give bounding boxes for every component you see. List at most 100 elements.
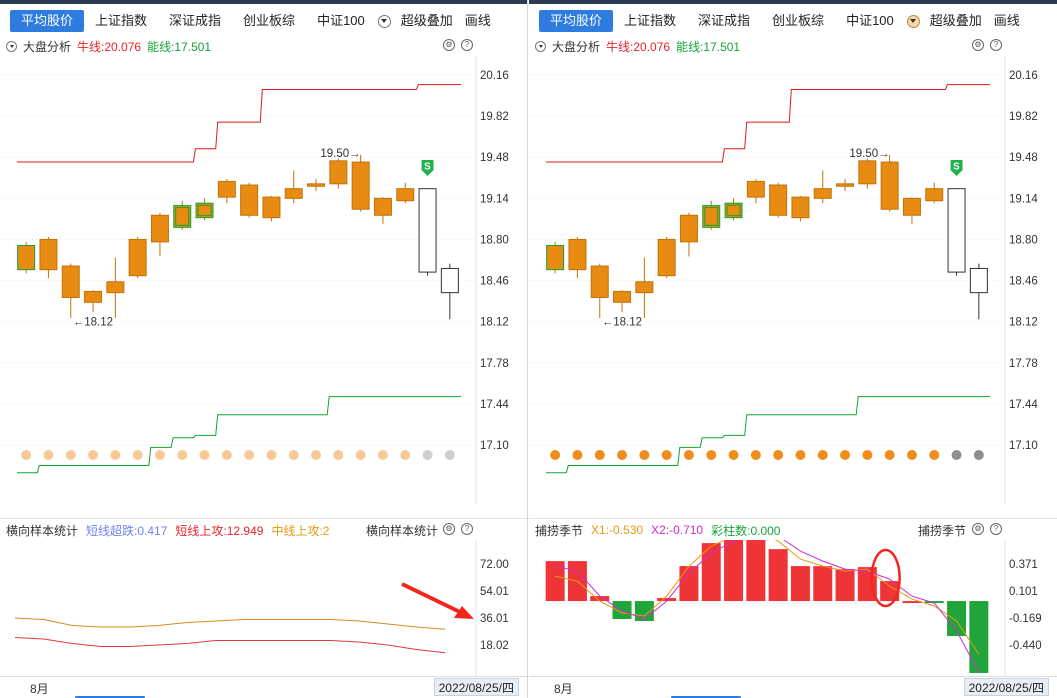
status-dot [706, 450, 717, 460]
dropdown-icon[interactable] [6, 40, 17, 52]
status-dot [862, 450, 873, 460]
tab-shenzhen-index[interactable]: 深证成指 [698, 13, 751, 28]
chevron-down-icon[interactable] [377, 14, 391, 28]
status-dot [572, 450, 583, 460]
status-dot [177, 450, 188, 460]
candle-body [813, 188, 832, 199]
sample-statistics-chart[interactable]: 72.00 54.01 36.01 18.02 [0, 540, 528, 676]
y-tick-label: 17.78 [1009, 358, 1038, 370]
candle-body [39, 238, 58, 271]
histogram-bar [679, 566, 699, 602]
candle-body [858, 160, 877, 185]
signal-marker-icon [950, 160, 963, 172]
scroll-thumb[interactable] [75, 696, 145, 698]
help-icon[interactable]: ? [461, 39, 473, 51]
month-label: 8月 [30, 682, 49, 696]
settings-icon[interactable]: ⚙ [443, 523, 455, 535]
highlight-circle [870, 548, 901, 608]
candle-body [746, 180, 765, 198]
energy-line [17, 396, 461, 474]
high-annotation: 19.50→ [849, 148, 889, 160]
annotation-arrow [401, 582, 463, 615]
histogram-bar [880, 581, 900, 602]
y-tick-label: 0.371 [1009, 559, 1038, 571]
candle-body [440, 267, 459, 294]
bull-line [546, 84, 990, 163]
dropdown-icon[interactable] [535, 40, 546, 52]
status-dot [661, 450, 672, 460]
candlestick-chart[interactable]: 20.16 19.82 19.48 19.14 18.80 18.46 18.12 17.78… [0, 56, 528, 504]
tab-csi100[interactable]: 中证100 [846, 13, 894, 28]
series-line-1 [14, 637, 446, 654]
status-dot [400, 450, 411, 460]
candle-body [969, 267, 988, 294]
status-dot [311, 450, 322, 460]
x2-value: X2:-0.710 [651, 523, 704, 537]
x1-line [554, 540, 980, 655]
tab-draw-line[interactable]: 画线 [464, 13, 491, 28]
candle-signal-box [704, 207, 719, 226]
energy-line-value: 能线:17.501 [676, 39, 741, 54]
scroll-thumb[interactable] [671, 696, 741, 698]
histogram-bar [969, 601, 989, 673]
y-tick-label: 36.01 [480, 613, 509, 625]
settings-icon[interactable]: ⚙ [972, 39, 984, 51]
y-tick-label: 18.46 [480, 276, 509, 288]
tab-shanghai-index[interactable]: 上证指数 [95, 13, 148, 28]
y-tick-label: 18.80 [1009, 234, 1038, 246]
indicator-name[interactable]: 大盘分析 [23, 39, 72, 54]
tab-shenzhen-index[interactable]: 深证成指 [169, 13, 222, 28]
tab-average-price[interactable]: 平均股价 [10, 10, 85, 32]
indicator-name[interactable]: 横向样本统计 [6, 523, 79, 538]
candlestick-chart[interactable]: 20.16 19.82 19.48 19.14 18.80 18.46 18.12 17.78… [529, 56, 1057, 504]
color-bar-count: 彩柱数:0.000 [711, 523, 781, 538]
status-dot [88, 450, 99, 460]
status-dot [377, 450, 388, 460]
candle-body [84, 290, 103, 303]
indicator-name[interactable]: 大盘分析 [552, 39, 601, 54]
chevron-down-icon[interactable] [906, 14, 920, 28]
candle-body [925, 188, 944, 202]
y-tick-label: 19.48 [480, 152, 509, 164]
settings-icon[interactable]: ⚙ [443, 39, 455, 51]
help-icon[interactable]: ? [990, 523, 1002, 535]
status-dot [639, 450, 650, 460]
fishing-season-chart[interactable]: 0.371 0.101 -0.169 -0.440 [529, 540, 1057, 676]
y-tick-label: 17.44 [1009, 399, 1038, 411]
tab-draw-line[interactable]: 画线 [993, 13, 1020, 28]
y-tick-label: 20.16 [1009, 70, 1038, 82]
status-dot [973, 450, 984, 460]
tab-average-price[interactable]: 平均股价 [539, 10, 614, 32]
tab-chinext[interactable]: 创业板综 [772, 13, 825, 28]
y-tick-label: 19.82 [1009, 111, 1038, 123]
indicator-name-right: 捕捞季节 [918, 524, 967, 538]
status-dot [617, 450, 628, 460]
status-dot [288, 450, 299, 460]
help-icon[interactable]: ? [990, 39, 1002, 51]
candle-body [262, 196, 281, 219]
tab-shanghai-index[interactable]: 上证指数 [624, 13, 677, 28]
status-dot [840, 450, 851, 460]
month-label: 8月 [554, 682, 573, 696]
help-icon[interactable]: ? [461, 523, 473, 535]
candle-body [546, 244, 565, 271]
tab-csi100[interactable]: 中证100 [317, 13, 365, 28]
candle-body [724, 202, 743, 219]
low-annotation: ←18.12 [602, 317, 642, 329]
candle-body [128, 238, 147, 277]
tab-super-overlay[interactable]: 超级叠加 [400, 13, 453, 28]
indicator-name[interactable]: 捕捞季节 [535, 523, 584, 538]
candle-body [329, 160, 348, 185]
candle-body [679, 214, 698, 243]
high-annotation: 19.50→ [320, 148, 360, 160]
settings-icon[interactable]: ⚙ [972, 523, 984, 535]
signal-marker-icon [421, 160, 434, 172]
tab-super-overlay[interactable]: 超级叠加 [929, 13, 982, 28]
histogram-bar [657, 598, 677, 602]
candle-body [284, 188, 303, 199]
signal-arrow-icon [422, 171, 433, 177]
status-dot [65, 450, 76, 460]
tab-chinext[interactable]: 创业板综 [243, 13, 296, 28]
indicator-tools: ⚙ ? [443, 523, 473, 535]
tab-bar: 平均股价 上证指数 深证成指 创业板综 中证100 超级叠加 画线 [0, 8, 527, 34]
